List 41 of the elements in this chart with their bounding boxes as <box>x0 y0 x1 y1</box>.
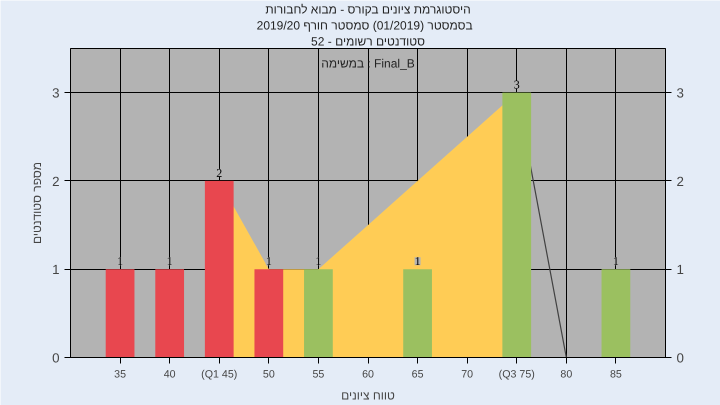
bar <box>403 269 432 358</box>
y-tick-label: 1 <box>52 262 60 278</box>
y-tick-label: 0 <box>52 350 60 366</box>
data-label: 1 <box>612 254 619 268</box>
data-label: 1 <box>266 254 272 268</box>
x-tick-label: 60 <box>362 368 374 380</box>
data-label: 1 <box>166 254 173 268</box>
x-axis-title: טווח ציונים <box>341 388 396 402</box>
x-tick-label: 65 <box>412 368 424 380</box>
data-label: 1 <box>414 254 421 268</box>
data-label: 3 <box>514 78 520 92</box>
data-label: 1 <box>117 254 124 268</box>
bar <box>204 180 234 358</box>
x-tick-label: 40 <box>164 368 176 380</box>
y2-tick-label: 0 <box>676 350 684 366</box>
bar <box>155 269 184 358</box>
bar <box>602 269 630 358</box>
bar <box>304 269 333 358</box>
annotation: סטודנטים רשומים - 52 <box>311 34 426 48</box>
x-tick-label: (Q1 45) <box>201 368 238 380</box>
bar <box>106 269 134 358</box>
x-tick-label: 50 <box>262 368 275 380</box>
x-tick-label: 85 <box>610 368 622 380</box>
bar <box>502 92 532 358</box>
x-tick-label: 55 <box>312 368 324 380</box>
data-label: 1 <box>315 254 322 268</box>
y2-tick-label: 3 <box>676 86 684 101</box>
x-tick-label: 70 <box>461 368 474 380</box>
x-tick-label: 80 <box>560 368 572 380</box>
chart-subtitle: בסמסטר (01/2019) סמסטר חורף 2019/20 <box>256 18 473 32</box>
y2-tick-label: 2 <box>676 174 684 189</box>
y-tick-label: 3 <box>52 86 60 101</box>
bar <box>254 269 284 358</box>
annotation: במשימה : Final_B <box>321 56 415 70</box>
chart-title: היסטוגרמת ציונים בקורס - מבוא לחבורות <box>265 2 471 16</box>
y2-tick-label: 1 <box>676 262 684 278</box>
y-axis-title: מספר סטודנטים <box>30 162 44 244</box>
x-tick-label: 35 <box>114 368 126 380</box>
x-tick-label: (Q3 75) <box>498 368 535 380</box>
y-tick-label: 2 <box>52 174 60 189</box>
data-label: 2 <box>216 166 222 180</box>
